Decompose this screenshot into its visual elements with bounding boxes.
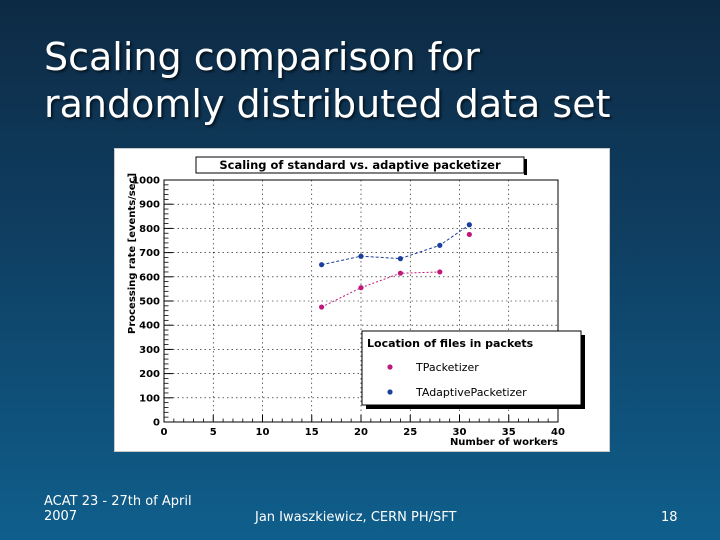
- legend-marker-tpacketizer: [387, 364, 393, 370]
- series-line-tadaptivepacketizer: [321, 224, 470, 266]
- footer-event-line-1: ACAT 23 - 27th of April: [44, 494, 192, 509]
- y-tick-label: 300: [139, 345, 160, 356]
- data-point-tadaptivepacketizer: [466, 222, 472, 228]
- legend-label-tadaptivepacketizer: TAdaptivePacketizer: [415, 386, 527, 399]
- legend-label-tpacketizer: TPacketizer: [415, 361, 479, 374]
- series-line-tpacketizer: [321, 271, 440, 308]
- x-axis-label: Number of workers: [450, 437, 558, 448]
- footer-author: Jan Iwaszkiewicz, CERN PH/SFT: [255, 510, 457, 525]
- data-point-tadaptivepacketizer: [358, 253, 364, 259]
- data-point-tpacketizer: [358, 285, 364, 291]
- data-point-tadaptivepacketizer: [437, 242, 443, 248]
- legend-title: Location of files in packets: [367, 337, 534, 350]
- data-point-tadaptivepacketizer: [319, 262, 325, 268]
- x-tick-label: 5: [210, 427, 217, 438]
- y-tick-label: 900: [139, 200, 160, 211]
- data-point-tadaptivepacketizer: [397, 256, 403, 262]
- x-tick-label: 25: [403, 427, 417, 438]
- slide-title-line-2: randomly distributed data set: [44, 82, 611, 126]
- y-tick-label: 500: [139, 297, 160, 308]
- x-tick-label: 40: [551, 427, 565, 438]
- page-number: 18: [661, 510, 678, 525]
- y-tick-label: 1000: [132, 176, 160, 187]
- x-tick-label: 20: [354, 427, 368, 438]
- y-tick-label: 200: [139, 369, 160, 380]
- data-point-tpacketizer: [397, 270, 403, 276]
- series-points: [319, 222, 472, 310]
- data-point-tpacketizer: [319, 304, 325, 310]
- chart-title: Scaling of standard vs. adaptive packeti…: [219, 158, 501, 172]
- scaling-chart: Scaling of standard vs. adaptive packeti…: [127, 156, 585, 448]
- legend-items: TPacketizer TAdaptivePacketizer: [387, 361, 527, 399]
- y-tick-label: 600: [139, 272, 160, 283]
- legend: Location of files in packets TPacketizer…: [361, 330, 585, 409]
- chart-title-box-shadow: [524, 159, 527, 175]
- legend-marker-tadaptivepacketizer: [387, 389, 393, 395]
- chart-panel: Scaling of standard vs. adaptive packeti…: [114, 148, 610, 452]
- y-tick-label: 100: [139, 393, 160, 404]
- y-tick-label: 400: [139, 321, 160, 332]
- slide-title-line-1: Scaling comparison for: [44, 35, 480, 79]
- slide-title: Scaling comparison for randomly distribu…: [44, 34, 684, 128]
- y-tick-label: 700: [139, 248, 160, 259]
- x-tick-label: 0: [161, 427, 168, 438]
- data-point-tpacketizer: [466, 231, 472, 238]
- x-tick-label: 15: [305, 427, 319, 438]
- x-tick-label: 10: [256, 427, 270, 438]
- y-tick-label: 0: [153, 418, 160, 429]
- data-point-tpacketizer: [437, 269, 443, 275]
- footer-event: ACAT 23 - 27th of April 2007: [44, 494, 224, 524]
- legend-box: [361, 330, 582, 406]
- x-tick-label: 30: [453, 427, 467, 438]
- x-tick-label: 35: [502, 427, 516, 438]
- y-axis-label: Processing rate [events/sec]: [127, 173, 138, 334]
- series-lines: [321, 224, 470, 308]
- tick-layer: 0 5 10 15 20 25 30 35 40010020030040050060070080…: [132, 176, 565, 439]
- footer-event-line-2: 2007: [44, 509, 78, 524]
- y-tick-label: 800: [139, 224, 160, 235]
